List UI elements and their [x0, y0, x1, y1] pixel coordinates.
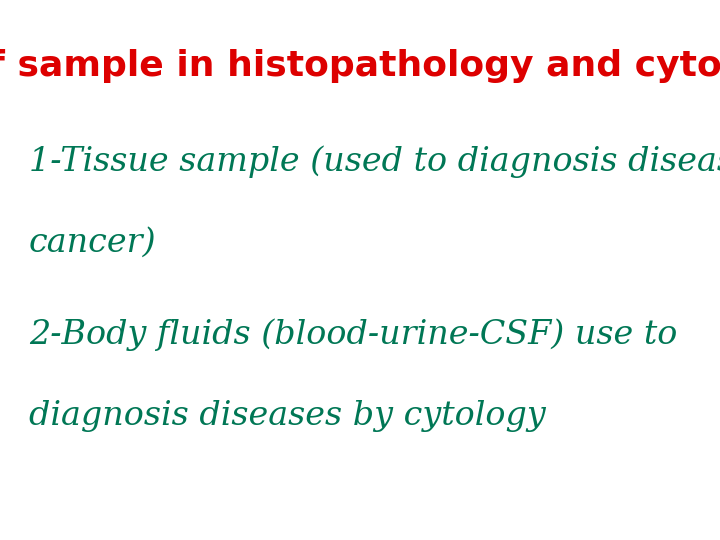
- Text: cancer): cancer): [29, 227, 156, 259]
- Text: diagnosis diseases by cytology: diagnosis diseases by cytology: [29, 400, 546, 432]
- Text: 2-Body fluids (blood-urine-CSF) use to: 2-Body fluids (blood-urine-CSF) use to: [29, 319, 678, 351]
- Text: Types of sample in histopathology and cytology lab: Types of sample in histopathology and cy…: [0, 49, 720, 83]
- Text: 1-Tissue sample (used to diagnosis diseases like: 1-Tissue sample (used to diagnosis disea…: [29, 146, 720, 178]
